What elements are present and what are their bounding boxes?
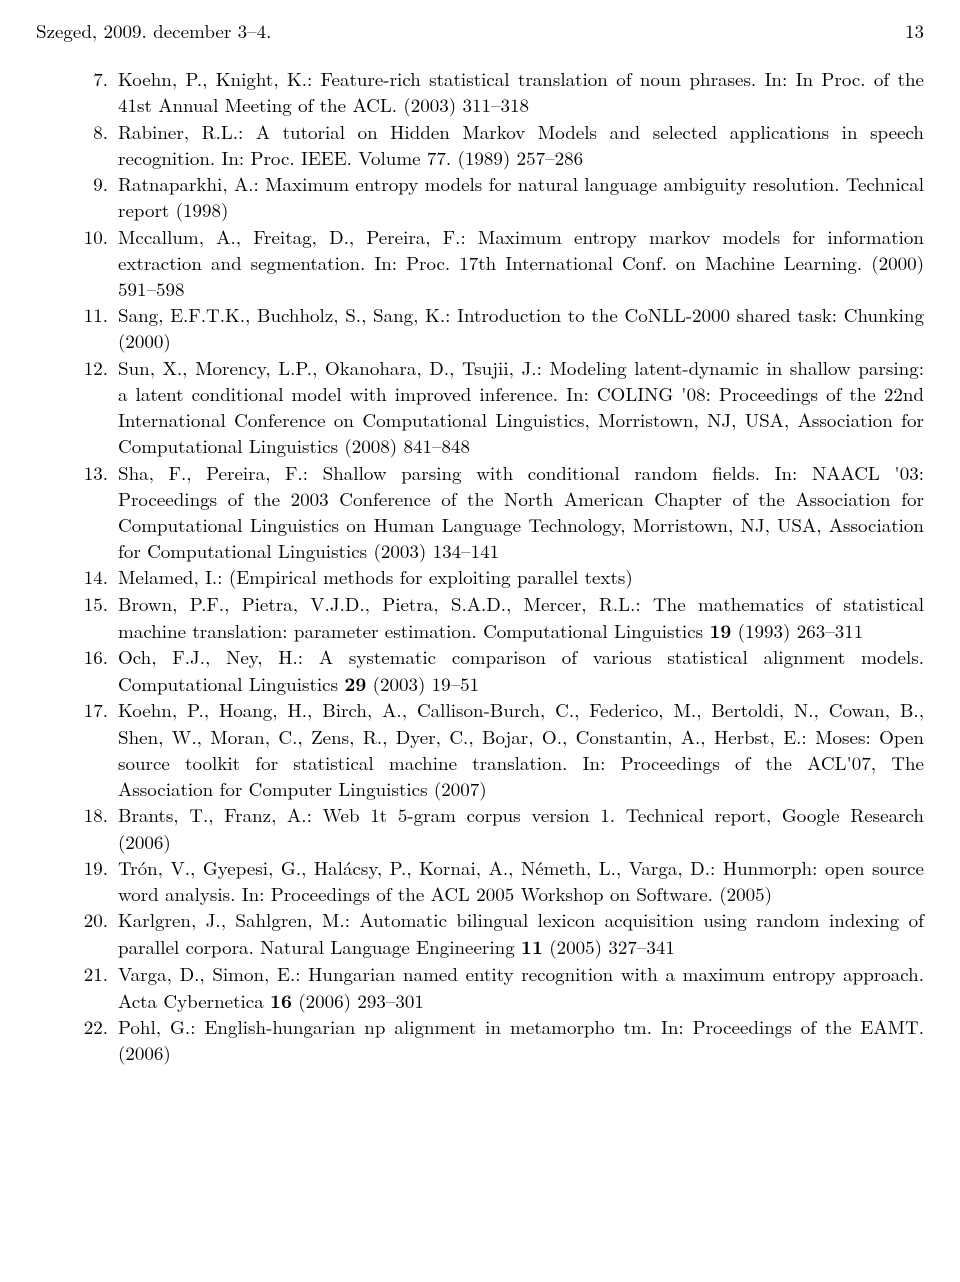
reference-text: Koehn, P., Knight, K.: Feature-rich stat…: [118, 66, 924, 118]
reference-number: 10.: [72, 224, 118, 303]
reference-number: 8.: [72, 119, 118, 171]
reference-text: Koehn, P., Hoang, H., Birch, A., Calliso…: [118, 697, 924, 802]
volume-number: 19: [709, 616, 731, 644]
reference-text: Brown, P.F., Pietra, V.J.D., Pietra, S.A…: [118, 591, 924, 644]
reference-item: 19.Trón, V., Gyepesi, G., Halácsy, P., K…: [72, 855, 924, 907]
references-list: 7.Koehn, P., Knight, K.: Feature-rich st…: [36, 66, 924, 1066]
reference-item: 9.Ratnaparkhi, A.: Maximum entropy model…: [72, 171, 924, 223]
reference-text: Sang, E.F.T.K., Buchholz, S., Sang, K.: …: [118, 302, 924, 354]
reference-text: Brants, T., Franz, A.: Web 1t 5-gram cor…: [118, 802, 924, 854]
reference-text: Pohl, G.: English-hungarian np alignment…: [118, 1014, 924, 1066]
reference-number: 13.: [72, 460, 118, 565]
reference-item: 15.Brown, P.F., Pietra, V.J.D., Pietra, …: [72, 591, 924, 644]
reference-number: 14.: [72, 564, 118, 590]
reference-text: Mccallum, A., Freitag, D., Pereira, F.: …: [118, 224, 924, 303]
reference-text: Ratnaparkhi, A.: Maximum entropy models …: [118, 171, 924, 223]
reference-number: 17.: [72, 697, 118, 802]
reference-text: Trón, V., Gyepesi, G., Halácsy, P., Korn…: [118, 855, 924, 907]
reference-text: Och, F.J., Ney, H.: A systematic compari…: [118, 644, 924, 697]
reference-number: 16.: [72, 644, 118, 697]
reference-item: 13.Sha, F., Pereira, F.: Shallow parsing…: [72, 460, 924, 565]
reference-number: 18.: [72, 802, 118, 854]
reference-text: Sha, F., Pereira, F.: Shallow parsing wi…: [118, 460, 924, 565]
reference-item: 21.Varga, D., Simon, E.: Hungarian named…: [72, 961, 924, 1014]
reference-text: Melamed, I.: (Empirical methods for expl…: [118, 564, 924, 590]
reference-item: 8.Rabiner, R.L.: A tutorial on Hidden Ma…: [72, 119, 924, 171]
reference-item: 7.Koehn, P., Knight, K.: Feature-rich st…: [72, 66, 924, 118]
volume-number: 16: [270, 986, 292, 1014]
reference-item: 14.Melamed, I.: (Empirical methods for e…: [72, 564, 924, 590]
reference-item: 20.Karlgren, J., Sahlgren, M.: Automatic…: [72, 907, 924, 960]
reference-number: 20.: [72, 907, 118, 960]
reference-text: Varga, D., Simon, E.: Hungarian named en…: [118, 961, 924, 1014]
reference-item: 22.Pohl, G.: English-hungarian np alignm…: [72, 1014, 924, 1066]
reference-number: 21.: [72, 961, 118, 1014]
reference-number: 22.: [72, 1014, 118, 1066]
reference-item: 12.Sun, X., Morency, L.P., Okanohara, D.…: [72, 355, 924, 460]
reference-text: Sun, X., Morency, L.P., Okanohara, D., T…: [118, 355, 924, 460]
reference-item: 18.Brants, T., Franz, A.: Web 1t 5-gram …: [72, 802, 924, 854]
reference-number: 9.: [72, 171, 118, 223]
reference-item: 10.Mccallum, A., Freitag, D., Pereira, F…: [72, 224, 924, 303]
volume-number: 11: [521, 932, 543, 960]
reference-number: 7.: [72, 66, 118, 118]
reference-text: Rabiner, R.L.: A tutorial on Hidden Mark…: [118, 119, 924, 171]
reference-number: 19.: [72, 855, 118, 907]
reference-item: 11.Sang, E.F.T.K., Buchholz, S., Sang, K…: [72, 302, 924, 354]
reference-number: 15.: [72, 591, 118, 644]
reference-text: Karlgren, J., Sahlgren, M.: Automatic bi…: [118, 907, 924, 960]
reference-number: 12.: [72, 355, 118, 460]
reference-item: 16.Och, F.J., Ney, H.: A systematic comp…: [72, 644, 924, 697]
page-header: Szeged, 2009. december 3–4. 13: [36, 18, 924, 44]
volume-number: 29: [344, 669, 366, 697]
reference-item: 17.Koehn, P., Hoang, H., Birch, A., Call…: [72, 697, 924, 802]
header-left: Szeged, 2009. december 3–4.: [36, 18, 271, 44]
reference-number: 11.: [72, 302, 118, 354]
page-number: 13: [905, 18, 924, 44]
